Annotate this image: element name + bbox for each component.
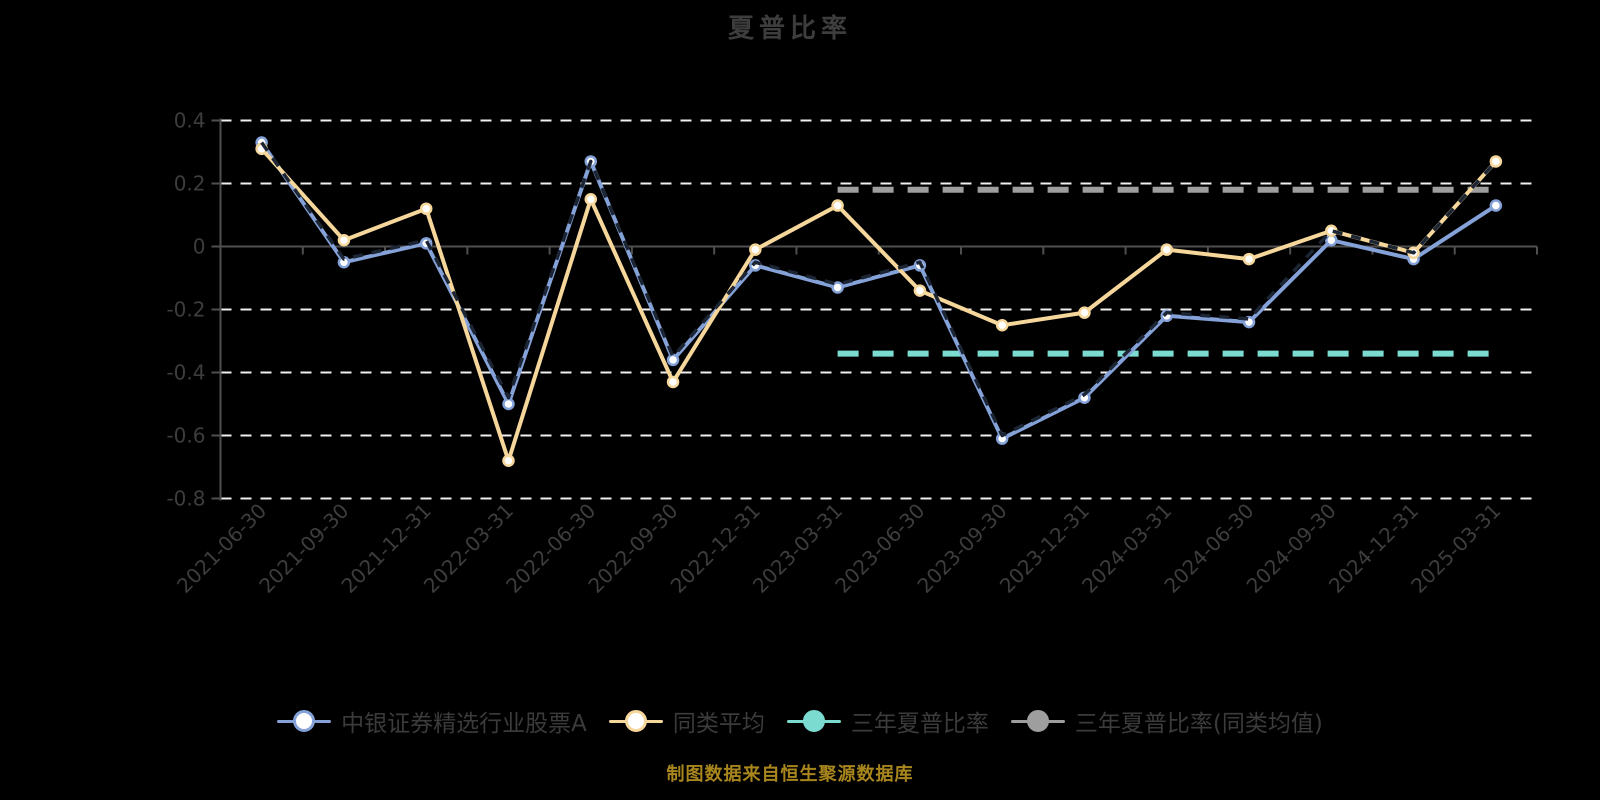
series-line-同类平均: [259, 146, 1498, 463]
chart-title: 夏普比率: [727, 14, 852, 44]
legend-series-marker-icon: [608, 709, 663, 733]
data-point-marker: [1489, 199, 1503, 212]
y-axis-label: 0: [193, 235, 206, 259]
data-point-marker: [502, 454, 515, 467]
y-axis-label: -0.8: [166, 487, 205, 511]
data-point-marker: [831, 281, 844, 294]
data-point-marker: [995, 319, 1009, 332]
y-axis-label: -0.4: [166, 361, 205, 385]
legend-series-marker-icon: [786, 709, 841, 733]
y-axis-label: -0.6: [166, 424, 205, 448]
legend-item-label: 三年夏普比率: [850, 711, 989, 737]
data-point-marker: [1078, 306, 1091, 319]
data-point-marker: [749, 243, 762, 256]
y-axis-label: 0.4: [174, 109, 206, 133]
data-point-marker: [831, 199, 844, 212]
y-axis-label: -0.2: [166, 298, 205, 322]
legend-item-2[interactable]: 同类平均: [608, 704, 765, 738]
legend-item-label: 同类平均: [672, 711, 765, 737]
data-point-marker: [1489, 155, 1503, 168]
data-point-marker: [419, 202, 433, 215]
data-point-marker: [502, 397, 515, 411]
legend-item-label: 三年夏普比率(同类均值): [1074, 711, 1323, 737]
legend-series-marker-icon: [277, 709, 332, 733]
data-point-marker: [666, 375, 680, 389]
legend-series-marker-icon: [1010, 709, 1065, 733]
y-axis-label: 0.2: [174, 172, 206, 196]
data-point-marker: [584, 193, 598, 206]
legend-item-3[interactable]: 三年夏普比率: [786, 704, 989, 738]
data-point-marker: [1242, 252, 1256, 266]
series-line-中银证券精选行业股票A: [259, 140, 1498, 441]
legend-item-label: 中银证券精选行业股票A: [341, 711, 587, 737]
data-point-marker: [666, 353, 680, 367]
data-point-marker: [1160, 243, 1173, 256]
footer-data-source-note: 制图数据来自恒生聚源数据库: [666, 764, 914, 785]
x-axis-label: 2025-03-31: [1406, 499, 1505, 598]
legend-item-4[interactable]: 三年夏普比率(同类均值): [1010, 704, 1323, 738]
series-line-dashed-overlay: [260, 141, 1498, 438]
data-point-marker: [913, 284, 927, 297]
legend-item-1[interactable]: 中银证券精选行业股票A: [277, 704, 587, 738]
data-point-marker: [337, 233, 351, 247]
legend: 中银证券精选行业股票A 同类平均 三年夏普比率 三年夏普比率(同类均值): [0, 704, 1600, 738]
